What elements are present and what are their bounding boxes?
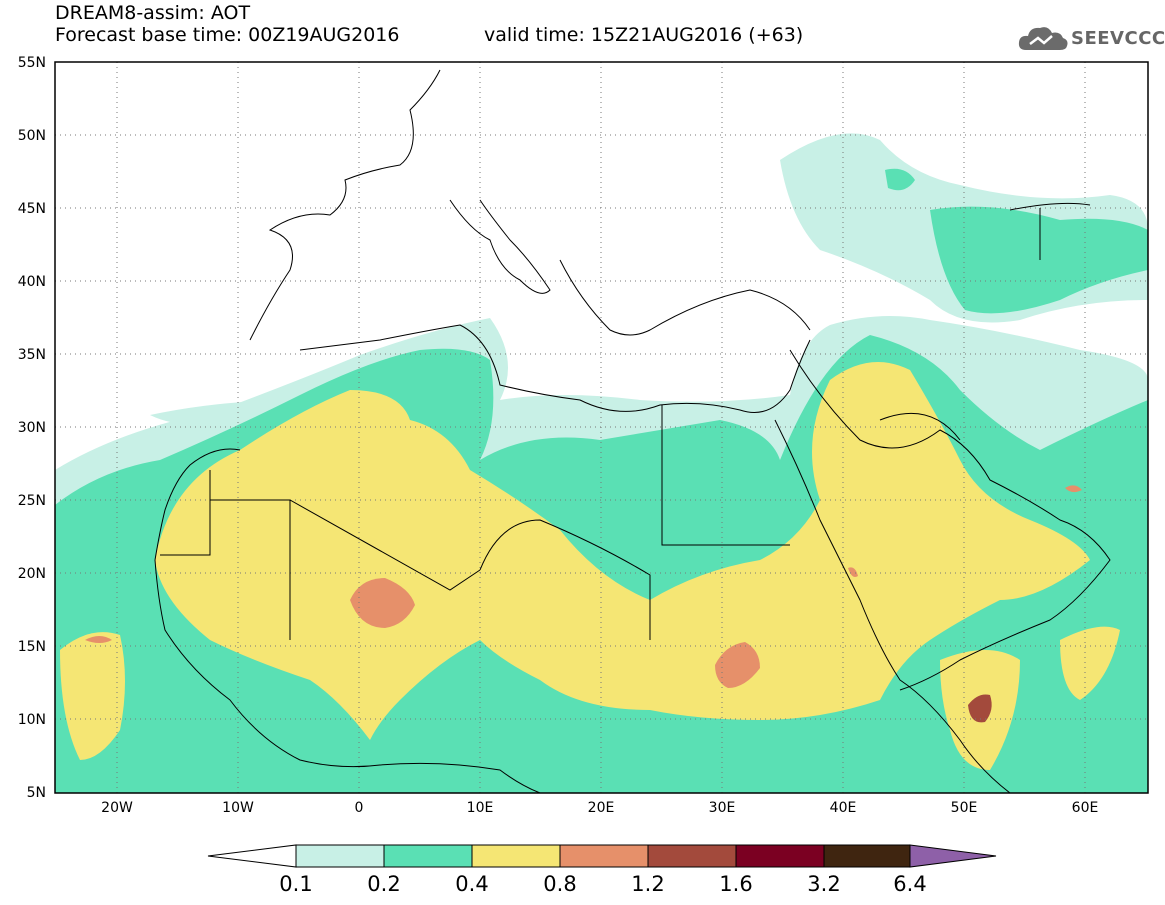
colorbar-segment xyxy=(295,844,385,868)
colorbar-label: 6.4 xyxy=(893,872,927,896)
lon-label: 30E xyxy=(709,800,736,816)
lon-label: 10W xyxy=(222,800,254,816)
lon-label: 0 xyxy=(355,800,364,816)
lon-label: 50E xyxy=(951,800,978,816)
graticule xyxy=(55,62,1148,793)
lat-label: 5N xyxy=(27,785,46,801)
colorbar-segment xyxy=(559,844,649,868)
lat-labels: 55N 50N 45N 40N 35N 30N 25N 20N 15N 10N … xyxy=(18,55,46,801)
colorbar-segment xyxy=(207,844,297,868)
colorbar-segment xyxy=(735,844,825,868)
colorbar-label: 3.2 xyxy=(807,872,841,896)
colorbar-label: 1.6 xyxy=(719,872,753,896)
lat-label: 35N xyxy=(18,347,46,363)
forecast-base-time: Forecast base time: 00Z19AUG2016 xyxy=(55,24,400,46)
colorbar-label: 0.2 xyxy=(367,872,401,896)
lat-label: 30N xyxy=(18,420,46,436)
aot-field xyxy=(55,62,1148,793)
colorbar xyxy=(207,844,997,868)
lon-label: 40E xyxy=(830,800,857,816)
colorbar-segment xyxy=(909,844,997,868)
lat-label: 15N xyxy=(18,639,46,655)
valid-time: valid time: 15Z21AUG2016 (+63) xyxy=(484,24,804,46)
lon-label: 10E xyxy=(467,800,494,816)
coastlines xyxy=(154,69,1111,793)
lat-label: 20N xyxy=(18,566,46,582)
map-frame xyxy=(54,61,1149,794)
colorbar-segment xyxy=(823,844,911,868)
colorbar-label: 0.8 xyxy=(543,872,577,896)
lat-label: 25N xyxy=(18,493,46,509)
colorbar-segment xyxy=(647,844,737,868)
lat-label: 45N xyxy=(18,201,46,217)
colorbar-label: 0.1 xyxy=(279,872,313,896)
lon-label: 20W xyxy=(101,800,133,816)
colorbar-segment xyxy=(471,844,561,868)
logo-text: SEEVCCC xyxy=(1071,28,1165,49)
colorbar-segment xyxy=(383,844,473,868)
cloud-logo-icon xyxy=(1018,27,1068,50)
lon-label: 20E xyxy=(588,800,615,816)
colorbar-label: 1.2 xyxy=(631,872,665,896)
lat-label: 10N xyxy=(18,712,46,728)
colorbar-label: 0.4 xyxy=(455,872,489,896)
lat-label: 40N xyxy=(18,274,46,290)
lon-labels: 20W 10W 0 10E 20E 30E 40E 50E 60E xyxy=(101,800,1098,816)
lat-label: 55N xyxy=(18,55,46,71)
lon-label: 60E xyxy=(1072,800,1099,816)
map-title: DREAM8-assim: AOT xyxy=(55,2,251,24)
seevccc-logo: SEEVCCC xyxy=(1016,22,1165,58)
lat-label: 50N xyxy=(18,128,46,144)
